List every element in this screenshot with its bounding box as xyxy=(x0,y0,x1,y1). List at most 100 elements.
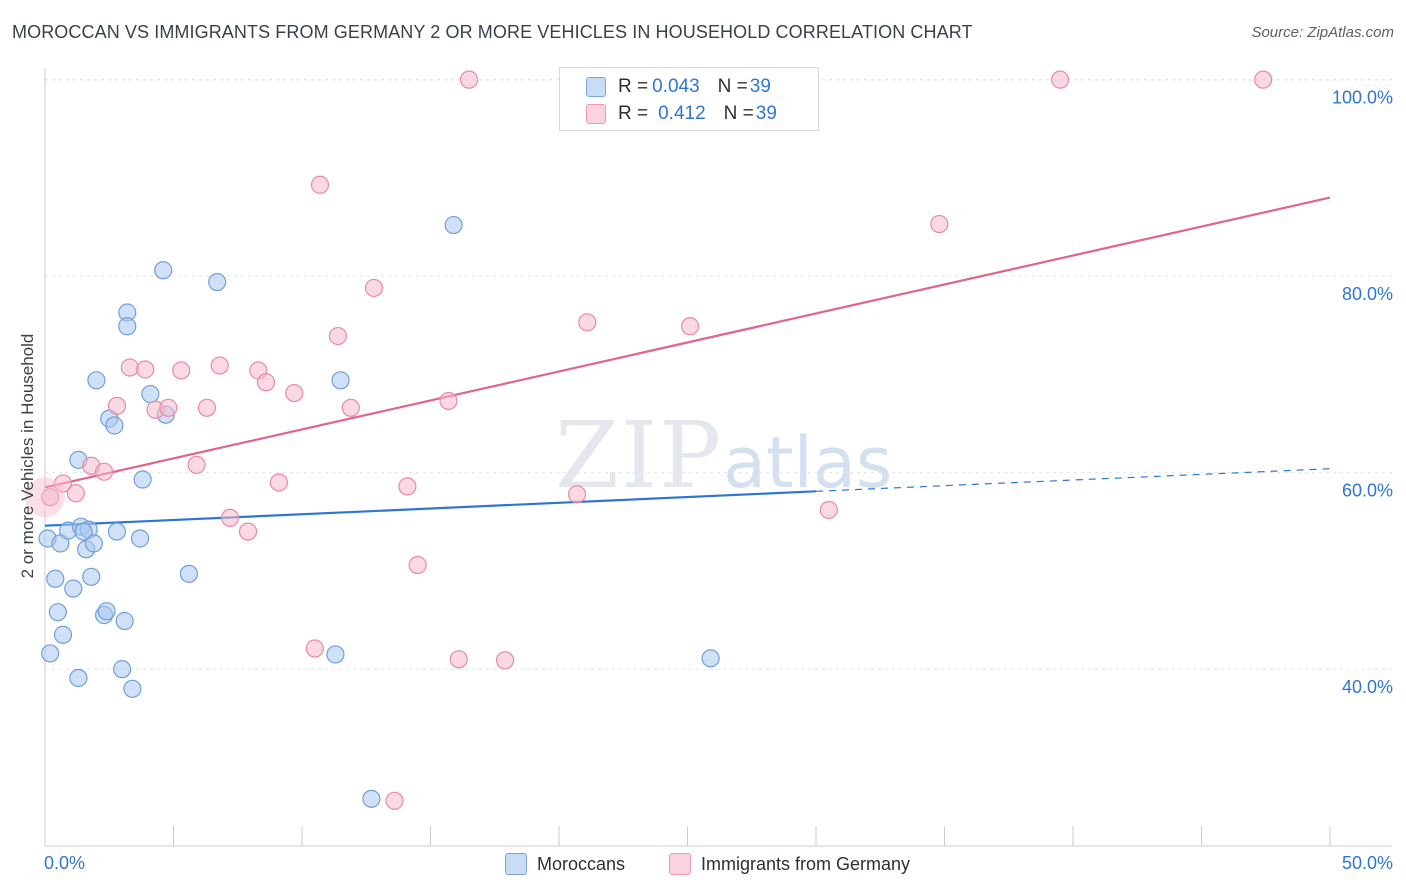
x-tick-label-max: 50.0% xyxy=(1342,853,1393,873)
germany-point xyxy=(328,326,348,346)
moroccans-point xyxy=(154,261,173,280)
moroccans-point xyxy=(74,522,93,541)
germany-point xyxy=(210,356,229,375)
moroccans-point xyxy=(64,579,83,598)
moroccans-point xyxy=(141,384,160,404)
germany-point xyxy=(136,360,155,379)
germany-point xyxy=(172,361,191,380)
y-tick-label: 80.0% xyxy=(1342,284,1393,304)
moroccans-point xyxy=(105,416,124,435)
points-layer xyxy=(25,70,1273,810)
germany-point xyxy=(66,484,85,503)
legend-item-moroccans: Moroccans xyxy=(505,852,625,876)
germany-point xyxy=(238,522,258,541)
germany-legend-swatch xyxy=(669,853,691,875)
legend-label-germany: Immigrants from Germany xyxy=(701,853,911,874)
moroccans-trend-extension xyxy=(815,468,1331,492)
germany-point xyxy=(269,473,288,492)
n-value: 39 xyxy=(749,76,771,97)
germany-point xyxy=(285,383,304,403)
moroccans-point xyxy=(208,272,227,292)
moroccans-point xyxy=(112,660,132,679)
moroccans-point xyxy=(444,215,463,235)
germany-point xyxy=(305,639,324,658)
moroccans-point xyxy=(46,569,65,588)
moroccans-point xyxy=(326,645,345,664)
moroccans-legend-swatch xyxy=(505,853,527,875)
tick-label-layer: 40.0% 60.0% 80.0% 100.0% 0.0% 50.0% xyxy=(44,88,1393,873)
germany-point xyxy=(449,650,468,669)
x-tick-label-min: 0.0% xyxy=(44,853,85,873)
y-tick-label: 60.0% xyxy=(1342,481,1393,501)
germany-point xyxy=(930,214,949,234)
moroccans-point xyxy=(133,470,152,489)
germany-point xyxy=(220,508,240,527)
chart-title: MOROCCAN VS IMMIGRANTS FROM GERMANY 2 OR… xyxy=(12,22,973,42)
moroccans-point xyxy=(97,602,116,621)
r-value: 0.043 xyxy=(652,76,700,97)
germany-swatch xyxy=(586,104,606,124)
moroccans-point xyxy=(84,534,103,553)
germany-point xyxy=(341,398,360,417)
germany-point xyxy=(578,313,597,332)
source-credit: Source: ZipAtlas.com xyxy=(1251,24,1394,41)
germany-point xyxy=(197,398,217,417)
moroccans-point xyxy=(701,649,720,668)
moroccans-point xyxy=(87,371,106,390)
legend-label-moroccans: Moroccans xyxy=(537,853,626,874)
germany-point xyxy=(310,175,330,194)
y-axis-label: 2 or more Vehicles in Household xyxy=(18,333,37,579)
moroccans-point xyxy=(331,371,350,390)
moroccans-point xyxy=(107,522,127,541)
germany-point xyxy=(256,373,276,392)
germany-point xyxy=(187,455,206,474)
germany-point xyxy=(680,317,700,336)
moroccans-point xyxy=(41,644,60,663)
moroccans-point xyxy=(53,625,73,644)
germany-point xyxy=(159,398,178,417)
legend-item-germany: Immigrants from Germany xyxy=(669,852,910,876)
n-label: N = xyxy=(723,103,754,124)
germany-point xyxy=(120,358,139,377)
germany-point xyxy=(95,462,114,481)
germany-point xyxy=(107,396,127,415)
germany-point-large xyxy=(25,477,65,518)
germany-point xyxy=(364,278,384,298)
germany-point xyxy=(567,485,587,504)
y-tick-label: 100.0% xyxy=(1332,88,1393,108)
trend-layer xyxy=(44,196,1331,527)
moroccans-trend-line xyxy=(44,490,817,527)
legend-row-germany: R = 0.412 N = 39 xyxy=(586,102,777,126)
germany-point xyxy=(1051,70,1070,89)
r-label: R = xyxy=(618,103,649,124)
moroccans-point xyxy=(362,789,381,808)
r-value: 0.412 xyxy=(658,103,706,124)
germany-point xyxy=(1254,70,1273,89)
germany-point xyxy=(385,791,404,810)
moroccans-point xyxy=(69,668,88,688)
grid-layer xyxy=(45,79,1392,670)
germany-point xyxy=(439,391,458,411)
moroccans-point xyxy=(48,603,67,622)
moroccans-point xyxy=(82,567,101,586)
moroccans-swatch xyxy=(586,77,606,97)
germany-point xyxy=(41,488,60,507)
n-value: 39 xyxy=(755,103,777,124)
moroccans-point xyxy=(130,529,150,548)
n-label: N = xyxy=(717,76,748,97)
axis-layer xyxy=(44,68,1392,847)
germany-trend-line xyxy=(44,196,1331,489)
correlation-legend: R = 0.043 N = 39 R = 0.412 N = 39 xyxy=(559,67,819,131)
germany-point xyxy=(459,70,479,89)
germany-point xyxy=(819,500,838,520)
y-tick-label: 40.0% xyxy=(1342,677,1393,697)
moroccans-point xyxy=(118,317,137,336)
r-label: R = xyxy=(618,76,649,97)
watermark-atlas: atlas xyxy=(723,422,893,504)
germany-point xyxy=(398,477,417,496)
germany-point xyxy=(495,651,515,670)
moroccans-point xyxy=(115,611,134,631)
moroccans-point xyxy=(179,564,199,583)
moroccans-point xyxy=(123,679,142,698)
